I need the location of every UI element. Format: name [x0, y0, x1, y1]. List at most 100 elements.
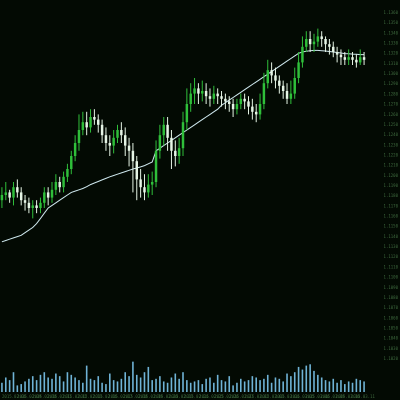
y-tick-label: 1.1350	[384, 20, 399, 25]
candle-body	[351, 57, 354, 60]
candle	[81, 111, 85, 136]
x-tick-label: 2015.03.03	[260, 394, 285, 399]
x-tick-label: 2015.02.11	[48, 394, 73, 399]
x-tick-label: 2015.02.26	[214, 394, 239, 399]
candle-body	[285, 91, 289, 99]
candle-body	[204, 91, 208, 97]
y-tick-label: 1.1280	[384, 91, 399, 96]
candle	[239, 93, 243, 110]
y-tick-label: 1.1190	[384, 183, 399, 188]
candle-body	[100, 124, 104, 136]
candle-body	[212, 93, 216, 99]
candle	[224, 93, 227, 110]
x-tick-label: 2015.02.18	[123, 394, 148, 399]
candle-body	[147, 184, 150, 193]
candle-body	[166, 124, 169, 138]
candle-body	[262, 83, 266, 104]
candle-body	[220, 96, 223, 99]
candle-body	[43, 192, 46, 203]
y-tick-label: 1.1020	[384, 356, 399, 361]
y-tick-label: 1.1200	[384, 173, 399, 178]
candle-body	[297, 62, 300, 78]
candle-body	[347, 57, 350, 60]
candle-body	[85, 122, 88, 128]
candle	[251, 98, 254, 120]
candle-body	[227, 101, 231, 104]
x-tick-label: 2015.02.20	[154, 394, 179, 399]
candle	[208, 88, 212, 107]
candle	[131, 143, 135, 193]
candle-body	[46, 192, 50, 198]
y-tick-label: 1.1170	[384, 203, 399, 208]
y-tick-label: 1.1300	[384, 71, 399, 76]
volume-panel	[1, 361, 365, 392]
x-tick-label: 2015.02.12	[63, 394, 88, 399]
candle-body	[0, 195, 4, 201]
x-tick-label: 2015.02.19	[139, 394, 164, 399]
candle-body	[8, 192, 11, 198]
candle	[174, 140, 177, 167]
candle	[27, 197, 31, 214]
candle	[339, 49, 343, 65]
candle	[123, 127, 127, 156]
x-tick-label: 2015.02.09	[17, 394, 42, 399]
candle-body	[131, 150, 135, 162]
candle	[266, 59, 269, 89]
y-tick-label: 1.1340	[384, 30, 399, 35]
y-tick-label: 1.1240	[384, 132, 399, 137]
x-tick-label: 2015.03.11	[351, 394, 376, 399]
candle-body	[93, 117, 96, 120]
candle	[54, 174, 58, 195]
candle-body	[58, 182, 61, 188]
x-tick-label: 2015.03.06	[305, 394, 330, 399]
candle-body	[289, 93, 293, 99]
y-tick-label: 1.1090	[384, 285, 399, 290]
candle-body	[116, 130, 119, 138]
y-tick-label: 1.1180	[384, 193, 399, 198]
candle	[351, 52, 354, 65]
candle-body	[335, 52, 339, 55]
candle	[31, 200, 34, 219]
candle-body	[39, 202, 42, 208]
candle	[100, 119, 104, 143]
candle-body	[343, 57, 347, 60]
candle-body	[158, 135, 162, 151]
y-tick-label: 1.1040	[384, 336, 399, 341]
y-tick-label: 1.1070	[384, 305, 399, 310]
candle	[4, 182, 8, 201]
x-tick-label: 2015.02.10	[32, 394, 57, 399]
candle-body	[362, 57, 366, 60]
candle-body	[254, 111, 258, 115]
candle-body	[239, 98, 243, 104]
candle	[301, 36, 304, 68]
candle-body	[135, 161, 139, 180]
y-tick-label: 1.1290	[384, 81, 399, 86]
candle-body	[258, 104, 262, 115]
candle	[43, 187, 46, 208]
candle-body	[70, 156, 73, 169]
candle-body	[23, 200, 27, 203]
candle	[154, 140, 158, 188]
candle-body	[143, 187, 146, 193]
candle	[46, 187, 50, 206]
candle-body	[104, 135, 108, 143]
candle	[197, 83, 200, 104]
candle-body	[247, 101, 250, 107]
candle	[355, 54, 358, 68]
candle-body	[154, 150, 158, 182]
x-tick-label: 2015.02.24	[184, 394, 209, 399]
candle-body	[16, 187, 19, 193]
candle	[116, 124, 119, 143]
y-tick-label: 1.1030	[384, 346, 399, 351]
x-tick-label: 2015.02.27	[230, 394, 255, 399]
candle	[16, 179, 19, 198]
candle-body	[62, 176, 65, 188]
candle	[247, 96, 250, 115]
candle-body	[150, 182, 154, 185]
y-tick-label: 1.1260	[384, 112, 399, 117]
candle	[335, 46, 339, 63]
candle-body	[324, 39, 327, 45]
candle	[112, 130, 115, 154]
candle	[166, 117, 169, 151]
